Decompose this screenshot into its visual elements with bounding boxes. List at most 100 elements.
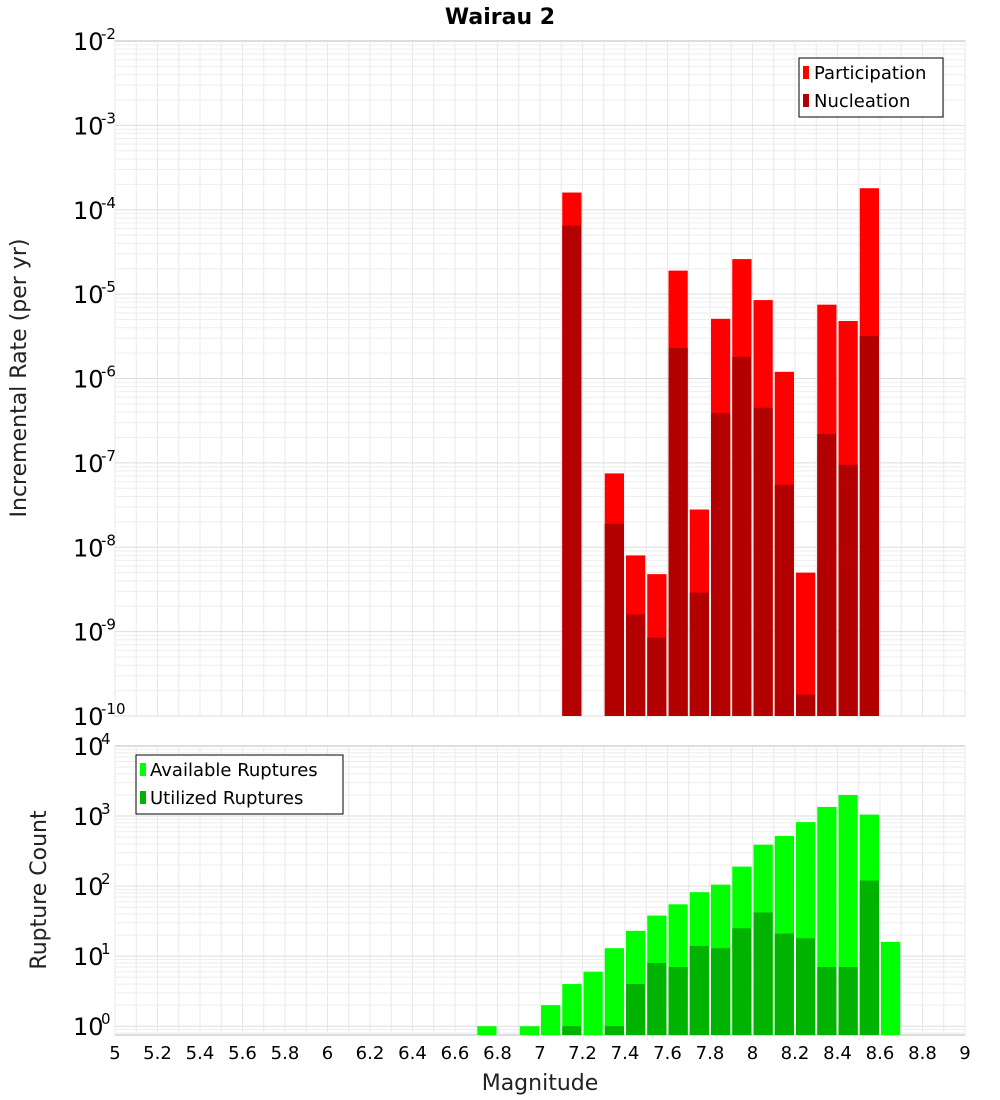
top-y-tick-label: 10 <box>73 619 104 647</box>
bottom-bars <box>477 794 901 1035</box>
x-tick-label: 7.6 <box>653 1043 682 1064</box>
bottom-bar-utilized-ruptures <box>796 938 816 1035</box>
top-y-tick-label: 10 <box>73 366 104 394</box>
top-y-tick-exponent: -7 <box>101 447 116 465</box>
top-bar-nucleation <box>604 523 624 716</box>
bottom-bar-available-ruptures <box>477 1026 497 1035</box>
bottom-y-tick-label: 10 <box>73 1013 104 1041</box>
top-y-tick-label: 10 <box>73 197 104 225</box>
top-y-tick-label: 10 <box>73 112 104 140</box>
legend-label-utilized: Utilized Ruptures <box>150 788 303 809</box>
top-bar-nucleation <box>796 694 816 716</box>
top-bar-nucleation <box>774 484 794 716</box>
top-y-tick-label: 10 <box>73 281 104 309</box>
bottom-bar-available-ruptures <box>541 1005 561 1035</box>
legend-swatch-utilized <box>140 791 146 804</box>
top-legend-box <box>798 57 944 118</box>
legend-label-participation: Participation <box>814 63 926 84</box>
top-bar-nucleation <box>838 464 858 716</box>
x-axis-label: Magnitude <box>482 1071 599 1096</box>
top-bar-nucleation <box>817 433 837 716</box>
bottom-bar-available-ruptures <box>881 941 901 1035</box>
top-bar-nucleation <box>689 592 709 716</box>
bottom-y-tick-exponent: 2 <box>101 870 111 888</box>
top-bar-nucleation <box>626 614 646 716</box>
x-tick-label: 7.8 <box>696 1043 725 1064</box>
x-tick-label: 8.2 <box>781 1043 810 1064</box>
bottom-bar-available-ruptures <box>519 1026 539 1035</box>
x-tick-label: 5.2 <box>143 1043 172 1064</box>
top-y-tick-label: 10 <box>73 703 104 731</box>
x-tick-label: 6.6 <box>441 1043 470 1064</box>
top-bars <box>562 188 879 717</box>
x-tick-label: 7.2 <box>568 1043 597 1064</box>
x-ticks: 5 5.2 5.4 5.6 5.8 6 6.2 6.4 6.6 6.8 7 7.2 7.4 7.6 7.8 8… <box>109 1043 970 1064</box>
bottom-y-tick-label: 10 <box>73 943 104 971</box>
bottom-legend-box <box>135 754 344 815</box>
top-y-tick-exponent: -5 <box>101 278 116 296</box>
top-y-tick-label: 10 <box>73 28 104 56</box>
top-gridlines <box>114 41 966 717</box>
top-bar-nucleation <box>732 356 752 716</box>
bottom-y-axis-label: Rupture Count <box>27 810 52 970</box>
x-tick-label: 8 <box>747 1043 758 1064</box>
top-y-tick-label: 10 <box>73 534 104 562</box>
bottom-bar-utilized-ruptures <box>689 945 709 1035</box>
bottom-y-tick-label: 10 <box>73 873 104 901</box>
top-y-axis-label: Incremental Rate (per yr) <box>7 239 32 518</box>
bottom-bar-utilized-ruptures <box>859 880 879 1035</box>
x-tick-label: 6.2 <box>356 1043 385 1064</box>
bottom-legend: Available Ruptures Utilized Ruptures <box>135 754 344 815</box>
chart-title: Wairau 2 <box>445 5 555 30</box>
bottom-gridlines <box>114 746 966 1035</box>
x-tick-label: 6.4 <box>398 1043 427 1064</box>
x-tick-label: 9 <box>959 1043 970 1064</box>
top-y-tick-exponent: -10 <box>101 700 126 718</box>
bottom-bar-utilized-ruptures <box>774 933 794 1035</box>
x-tick-label: 6.8 <box>483 1043 512 1064</box>
bottom-bar-available-ruptures <box>604 948 624 1035</box>
legend-swatch-nucleation <box>803 94 809 107</box>
top-y-tick-exponent: -9 <box>101 616 116 634</box>
top-bar-nucleation <box>753 407 773 716</box>
bottom-bar-utilized-ruptures <box>838 967 858 1035</box>
bottom-bar-utilized-ruptures <box>626 984 646 1035</box>
x-tick-label: 8.8 <box>908 1043 937 1064</box>
bottom-y-tick-exponent: 1 <box>101 940 111 958</box>
x-tick-label: 8.4 <box>823 1043 852 1064</box>
top-y-tick-exponent: -3 <box>101 109 116 127</box>
bottom-y-tick-exponent: 0 <box>101 1010 111 1028</box>
bottom-bar-utilized-ruptures <box>604 1026 624 1035</box>
top-y-tick-label: 10 <box>73 450 104 478</box>
top-legend: Participation Nucleation <box>798 57 944 118</box>
x-tick-label: 5.8 <box>271 1043 300 1064</box>
top-y-ticks: 10-210-310-410-510-610-710-810-910-10 <box>73 25 126 731</box>
legend-swatch-available <box>140 763 146 776</box>
top-panel: 10-210-310-410-510-610-710-810-910-10 In… <box>7 25 966 731</box>
bottom-bar-available-ruptures <box>562 984 582 1035</box>
legend-swatch-participation <box>803 66 809 79</box>
bottom-y-tick-exponent: 3 <box>101 800 111 818</box>
top-y-tick-exponent: -2 <box>101 25 116 43</box>
top-y-tick-exponent: -6 <box>101 363 116 381</box>
top-y-tick-exponent: -8 <box>101 531 116 549</box>
x-tick-label: 7 <box>534 1043 545 1064</box>
x-tick-label: 6 <box>322 1043 333 1064</box>
legend-label-available: Available Ruptures <box>150 760 318 781</box>
bottom-bar-utilized-ruptures <box>817 967 837 1035</box>
bottom-y-tick-label: 10 <box>73 803 104 831</box>
bottom-bar-utilized-ruptures <box>753 912 773 1035</box>
bottom-bar-utilized-ruptures <box>711 948 731 1035</box>
x-tick-label: 5.6 <box>228 1043 257 1064</box>
bottom-bar-utilized-ruptures <box>732 928 752 1035</box>
top-bar-nucleation <box>711 413 731 716</box>
x-tick-label: 5 <box>109 1043 120 1064</box>
bottom-bar-available-ruptures <box>583 971 603 1035</box>
top-y-tick-exponent: -4 <box>101 194 116 212</box>
bottom-bar-utilized-ruptures <box>562 1026 582 1035</box>
top-bar-nucleation <box>859 335 879 716</box>
x-tick-label: 8.6 <box>866 1043 895 1064</box>
top-bar-participation <box>796 572 816 716</box>
